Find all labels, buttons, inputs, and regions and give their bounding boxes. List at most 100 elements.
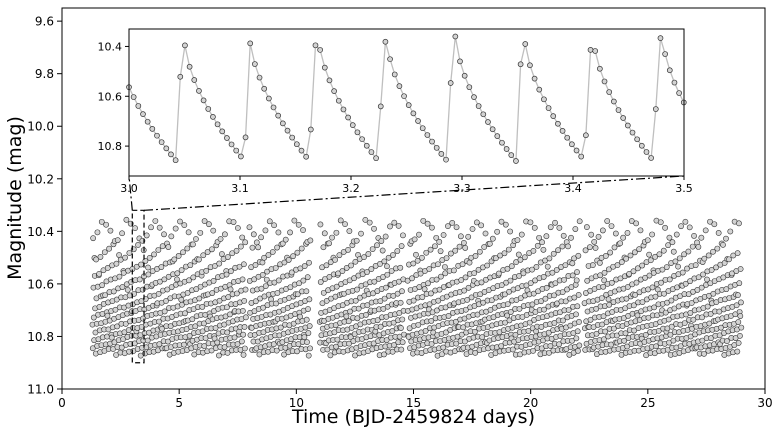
data-point: [620, 234, 627, 241]
y-tick-label: 9.6: [35, 15, 54, 29]
inset-data-point: [513, 158, 519, 164]
data-point: [233, 247, 240, 254]
data-point: [475, 266, 482, 273]
data-point: [706, 320, 713, 327]
data-point: [602, 328, 609, 335]
data-point: [691, 232, 697, 239]
data-point: [562, 262, 569, 269]
data-point: [275, 277, 282, 284]
data-point: [729, 270, 735, 277]
inset-data-point: [410, 110, 417, 117]
data-point: [126, 250, 133, 256]
data-point: [462, 306, 469, 313]
data-point: [304, 339, 310, 346]
x-tick-label: 0: [58, 396, 66, 410]
data-point: [151, 251, 157, 258]
data-point: [437, 248, 444, 255]
data-point: [333, 343, 339, 350]
data-point: [530, 290, 537, 297]
data-point: [212, 325, 219, 331]
data-point: [272, 265, 279, 271]
data-point: [333, 229, 340, 236]
inset-data-point: [331, 88, 337, 95]
data-point: [498, 218, 505, 225]
data-point: [571, 294, 578, 301]
inset-data-point: [219, 128, 226, 135]
data-point: [438, 273, 444, 280]
data-point: [184, 289, 191, 296]
data-point: [428, 318, 435, 324]
data-point: [472, 349, 479, 356]
data-point: [230, 219, 237, 225]
data-point: [200, 252, 207, 259]
data-point: [692, 262, 699, 269]
inset-data-point: [210, 114, 216, 120]
data-point: [651, 304, 658, 311]
inset-data-point: [196, 87, 202, 94]
data-point: [684, 265, 690, 272]
data-point: [181, 341, 187, 348]
data-point: [394, 290, 401, 297]
data-point: [507, 309, 514, 315]
data-point: [478, 279, 485, 286]
data-point: [560, 317, 566, 324]
data-point: [224, 254, 231, 260]
data-point: [436, 238, 443, 245]
inset-data-point: [592, 48, 599, 54]
data-point: [547, 224, 554, 231]
inset-data-point: [340, 106, 347, 113]
data-point: [258, 234, 265, 241]
data-point: [604, 218, 611, 224]
data-point: [251, 276, 258, 283]
data-point: [556, 224, 563, 231]
data-point: [165, 273, 172, 280]
inset-data-point: [634, 136, 641, 143]
inset-data-point: [168, 151, 174, 158]
data-point: [252, 262, 259, 268]
data-point: [701, 350, 707, 357]
data-point: [529, 266, 535, 273]
inset-data-point: [643, 149, 650, 155]
data-point: [433, 276, 440, 283]
data-point: [413, 251, 419, 258]
data-point: [334, 336, 341, 343]
data-point: [501, 250, 508, 257]
data-point: [494, 228, 501, 235]
inset-data-point: [130, 94, 137, 100]
inset-data-point: [629, 129, 636, 136]
data-point: [652, 253, 659, 260]
data-point: [492, 255, 499, 262]
inset-x-tick-label: 3.1: [231, 182, 249, 195]
inset-data-point: [335, 97, 342, 104]
data-point: [326, 240, 332, 247]
data-point: [652, 293, 659, 300]
data-point: [174, 276, 180, 283]
data-point: [505, 246, 512, 253]
data-point: [171, 256, 178, 263]
data-point: [290, 253, 296, 260]
data-point: [223, 304, 230, 311]
data-point: [369, 246, 376, 252]
data-point: [531, 224, 538, 231]
data-point: [97, 254, 104, 260]
inset-data-point: [303, 153, 310, 160]
inset-y-axis: 10.4 10.6 10.8: [98, 40, 129, 153]
data-point: [201, 343, 208, 349]
data-point: [476, 248, 483, 255]
data-point: [701, 255, 708, 262]
data-point: [442, 270, 449, 277]
inset-data-point: [461, 72, 468, 79]
data-point: [227, 268, 234, 275]
data-point: [450, 267, 457, 274]
inset-data-point: [527, 62, 533, 69]
data-point: [371, 278, 378, 285]
inset-data-point: [326, 77, 333, 84]
data-point: [724, 338, 730, 344]
inset-data-point: [144, 118, 151, 125]
data-point: [560, 232, 567, 239]
data-point: [517, 256, 524, 263]
data-point: [210, 227, 217, 234]
data-point: [246, 224, 253, 231]
data-point: [304, 274, 311, 281]
data-point: [462, 274, 469, 281]
